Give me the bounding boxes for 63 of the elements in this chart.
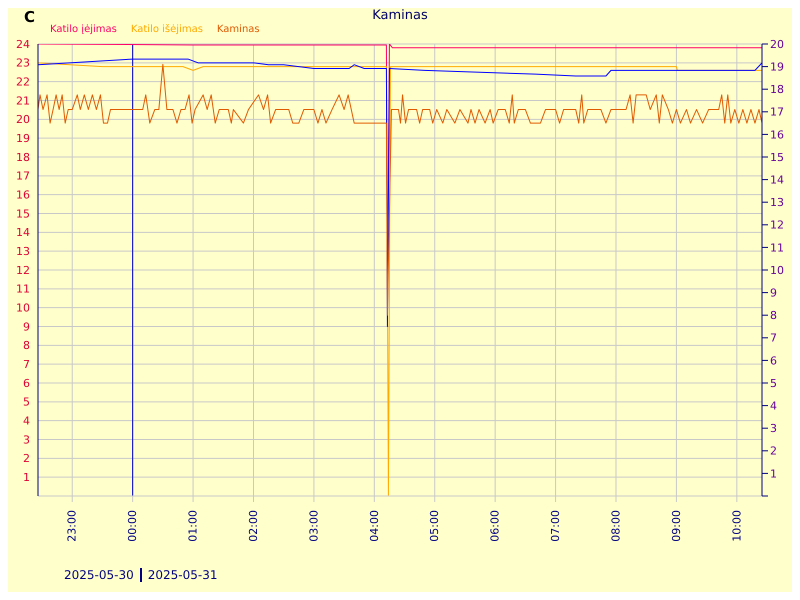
y2-tick-label: 6 (770, 354, 777, 368)
y2-tick-label: 15 (770, 150, 784, 164)
y2-tick-label: 12 (770, 218, 784, 232)
y2-tick-label: 7 (770, 332, 777, 345)
text: Kaminas (216, 24, 260, 36)
y-tick-label: 7 (23, 358, 30, 372)
y-tick-label: 11 (16, 282, 30, 296)
y2-tick-label: 14 (770, 174, 784, 187)
y-axis-title: C (24, 8, 36, 26)
y2-tick-label: 18 (770, 83, 784, 96)
x-tick-label: 02:00 (246, 510, 260, 542)
y2-tick-label: 4 (770, 400, 777, 413)
y-tick-label: 21 (16, 94, 30, 108)
y2-tick-label: 13 (770, 196, 784, 210)
y2-tick-label: 8 (770, 309, 777, 322)
y-tick-label: 4 (23, 414, 30, 428)
y-tick-label: 12 (16, 264, 30, 277)
y-tick-label: 1 (23, 471, 30, 484)
y-tick-label: 19 (16, 132, 30, 146)
y2-tick-label: 2 (770, 444, 777, 458)
y-tick-label: 15 (16, 207, 30, 220)
y-tick-label: 8 (23, 339, 30, 352)
x-tick-label: 04:00 (368, 510, 381, 542)
y-tick-label: 14 (16, 226, 30, 240)
x-tick-label: 09:00 (670, 510, 683, 542)
y2-tick-label: 17 (770, 106, 784, 119)
y-tick-label: 22 (16, 76, 30, 89)
y2-tick-label: 1 (770, 467, 777, 480)
y-tick-label: 13 (16, 245, 30, 258)
x-tick-label: 03:00 (307, 510, 320, 542)
y-tick-label: 20 (16, 113, 30, 126)
y2-tick-label: 16 (770, 128, 784, 142)
y-tick-label: 24 (16, 38, 30, 51)
x-tick-label: 06:00 (488, 510, 502, 542)
chart-title: Kaminas (372, 8, 428, 23)
y2-tick-label: 5 (770, 376, 777, 390)
series-label: Katilo įėjimas (50, 24, 117, 36)
x-tick-label: 01:00 (186, 510, 200, 542)
x-tick-label: 00:00 (126, 510, 140, 542)
x-tick-label: 23:00 (66, 510, 79, 542)
y-tick-label: 9 (23, 320, 30, 334)
y-tick-label: 18 (16, 150, 30, 164)
text: 2025-05-30 (63, 568, 135, 582)
x-tick-label: 05:00 (428, 510, 442, 542)
y-tick-label: 10 (16, 302, 30, 315)
y-tick-label: 17 (16, 170, 30, 183)
x-tick-label: 10:00 (730, 510, 744, 542)
text: 2025-05-31 (140, 568, 224, 582)
y-tick-label: 6 (23, 376, 30, 390)
y2-tick-label: 3 (770, 422, 777, 436)
y2-tick-label: 10 (770, 264, 784, 277)
y2-tick-label: 20 (770, 38, 784, 51)
y-tick-label: 3 (23, 433, 30, 446)
text: Katilo išėjimas (130, 24, 203, 36)
y2-tick-label: 11 (770, 241, 784, 254)
y-tick-label: 5 (23, 396, 30, 409)
y-tick-label: 23 (16, 56, 30, 70)
y2-tick-label: 19 (770, 60, 784, 74)
x-tick-label: 08:00 (609, 510, 622, 542)
y-tick-label: 16 (16, 188, 30, 202)
y-tick-label: 2 (23, 452, 30, 466)
y2-tick-label: 9 (770, 286, 777, 300)
x-tick-label: 07:00 (549, 510, 562, 542)
